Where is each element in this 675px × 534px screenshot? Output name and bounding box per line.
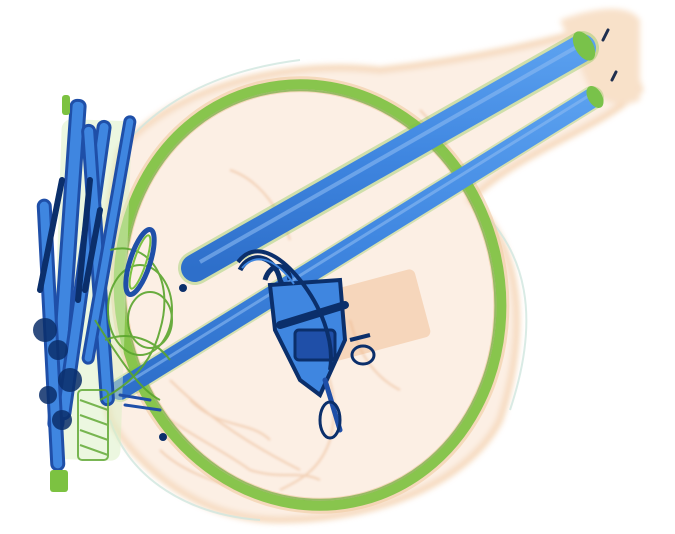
upper-tube [178,31,599,285]
small-loop [123,227,157,297]
handle-tubes [108,28,618,402]
padlock [237,255,431,440]
cable-strands [118,393,162,412]
zipper-pull-loop [236,249,333,371]
cables [94,247,173,401]
tube-end-slots [601,28,618,82]
lower-tube [108,86,604,402]
ring-frame [110,76,510,514]
tools-bundle [33,95,137,492]
small-fasteners [159,284,187,441]
